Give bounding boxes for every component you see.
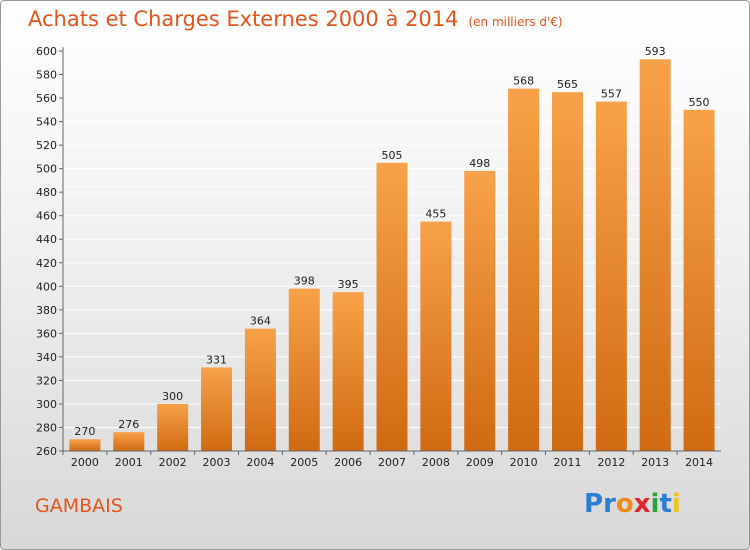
- y-tick-label: 260: [36, 445, 57, 458]
- bar-2008: [420, 221, 452, 451]
- bar-2013: [639, 59, 671, 452]
- value-label-2005: 398: [294, 275, 315, 288]
- x-tick-label-2004: 2004: [246, 456, 274, 469]
- value-label-2008: 455: [425, 208, 446, 221]
- value-label-2011: 565: [557, 78, 578, 91]
- x-tick-label-2002: 2002: [159, 456, 187, 469]
- y-tick-label: 460: [36, 210, 57, 223]
- y-tick-label: 520: [36, 139, 57, 152]
- bar-2009: [464, 171, 496, 451]
- bar-2014: [683, 109, 715, 451]
- value-label-2007: 505: [382, 149, 403, 162]
- x-tick-label-2013: 2013: [641, 456, 669, 469]
- value-label-2003: 331: [206, 353, 227, 366]
- value-labels: 270 276 300 331 364 398 395 505 455 498 568 565 557 5…: [74, 45, 709, 438]
- logo-letter: t: [659, 489, 672, 519]
- x-tick-label-2001: 2001: [115, 456, 143, 469]
- y-tick-label: 300: [36, 398, 57, 411]
- value-label-2004: 364: [250, 315, 271, 328]
- logo-letter: r: [603, 489, 616, 519]
- y-tick-label: 580: [36, 69, 57, 82]
- y-tick-label: 480: [36, 186, 57, 199]
- x-tick-label-2012: 2012: [597, 456, 625, 469]
- town-name: GAMBAIS: [35, 495, 123, 517]
- value-label-2012: 557: [601, 88, 622, 101]
- y-tick-label: 420: [36, 257, 57, 270]
- y-tick-label: 380: [36, 304, 57, 317]
- chart-title: Achats et Charges Externes 2000 à 2014 (e…: [28, 7, 563, 31]
- bar-2011: [551, 92, 583, 452]
- y-tick-label: 320: [36, 374, 57, 387]
- y-tick-label: 280: [36, 421, 57, 434]
- x-tick-label-2011: 2011: [553, 456, 581, 469]
- axes: 260 280 300 320 340 360 380 400 420 440 460 480 500 5…: [36, 45, 721, 469]
- bar-2010: [508, 88, 540, 451]
- bar-2004: [244, 328, 276, 451]
- x-tick-label-2008: 2008: [422, 456, 450, 469]
- bar-2000: [69, 439, 101, 451]
- logo-letter: x: [633, 489, 651, 519]
- y-tick-label: 360: [36, 327, 57, 340]
- logo-letter: i: [650, 489, 660, 519]
- y-tick-label: 440: [36, 233, 57, 246]
- x-tick-label-2003: 2003: [203, 456, 231, 469]
- chart-title-text: Achats et Charges Externes 2000 à 2014: [28, 7, 459, 31]
- x-tick-label-2010: 2010: [510, 456, 538, 469]
- value-label-2001: 276: [118, 418, 139, 431]
- chart-subtitle: (en milliers d'€): [468, 15, 563, 29]
- logo-letter: i: [671, 489, 681, 519]
- value-label-2009: 498: [469, 157, 490, 170]
- y-tick-label: 600: [36, 45, 57, 58]
- x-tick-label-2014: 2014: [685, 456, 713, 469]
- value-label-2014: 550: [689, 96, 710, 109]
- y-tick-label: 340: [36, 351, 57, 364]
- proxiti-logo: Proxiti: [584, 489, 681, 519]
- logo-letter: P: [584, 489, 604, 519]
- bar-2012: [595, 101, 627, 452]
- bars: [69, 59, 715, 452]
- value-label-2000: 270: [74, 425, 95, 438]
- logo-letter: o: [615, 489, 634, 519]
- bar-2001: [113, 432, 145, 451]
- x-tick-label-2000: 2000: [71, 456, 99, 469]
- x-tick-label-2009: 2009: [466, 456, 494, 469]
- x-tick-label-2006: 2006: [334, 456, 362, 469]
- bar-2002: [157, 403, 189, 451]
- x-tick-label-2005: 2005: [290, 456, 318, 469]
- x-tick-label-2007: 2007: [378, 456, 406, 469]
- value-label-2006: 395: [338, 278, 359, 291]
- y-tick-label: 400: [36, 280, 57, 293]
- bar-2006: [332, 292, 364, 451]
- value-label-2010: 568: [513, 75, 534, 88]
- value-label-2013: 593: [645, 45, 666, 58]
- bar-2007: [376, 162, 408, 451]
- bar-2005: [288, 288, 320, 451]
- y-tick-label: 560: [36, 92, 57, 105]
- y-tick-label: 540: [36, 116, 57, 129]
- bar-2003: [201, 367, 233, 451]
- value-label-2002: 300: [162, 390, 183, 403]
- y-tick-label: 500: [36, 163, 57, 176]
